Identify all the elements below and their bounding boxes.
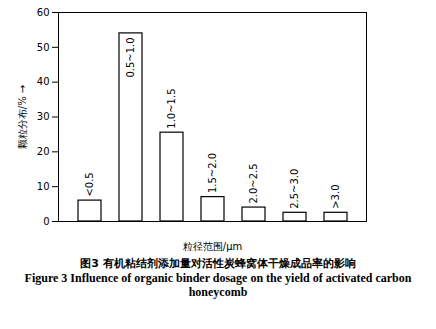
svg-text:60: 60 [37, 7, 50, 18]
svg-text:40: 40 [37, 76, 50, 87]
svg-text:<0.5: <0.5 [84, 172, 95, 196]
svg-text:20: 20 [37, 146, 50, 157]
svg-text:10: 10 [37, 181, 50, 192]
svg-text:1.0~1.5: 1.0~1.5 [166, 88, 177, 128]
html-text:Figure 3 Influence of organic: Figure 3 Influence of organic binder dos… [24, 271, 412, 299]
svg-text:粒径范围/μm: 粒径范围/μm [183, 241, 242, 252]
svg-text:颗粒分布/% →: 颗粒分布/% → [17, 85, 28, 149]
svg-text:0: 0 [43, 216, 49, 227]
svg-text:50: 50 [37, 42, 50, 53]
svg-text:>3.0: >3.0 [330, 184, 341, 208]
svg-text:0.5~1.0: 0.5~1.0 [125, 37, 136, 77]
svg-text:1.5~2.0: 1.5~2.0 [207, 153, 218, 193]
svg-text:2.5~3.0: 2.5~3.0 [289, 169, 300, 209]
html-text:图3 有机粘结剂添加量对活性炭蜂窝体干燥成品率的影响: 图3 有机粘结剂添加量对活性炭蜂窝体干燥成品率的影响 [80, 257, 356, 270]
svg-text:2.0~2.5: 2.0~2.5 [248, 163, 259, 203]
svg-text:30: 30 [37, 111, 50, 122]
